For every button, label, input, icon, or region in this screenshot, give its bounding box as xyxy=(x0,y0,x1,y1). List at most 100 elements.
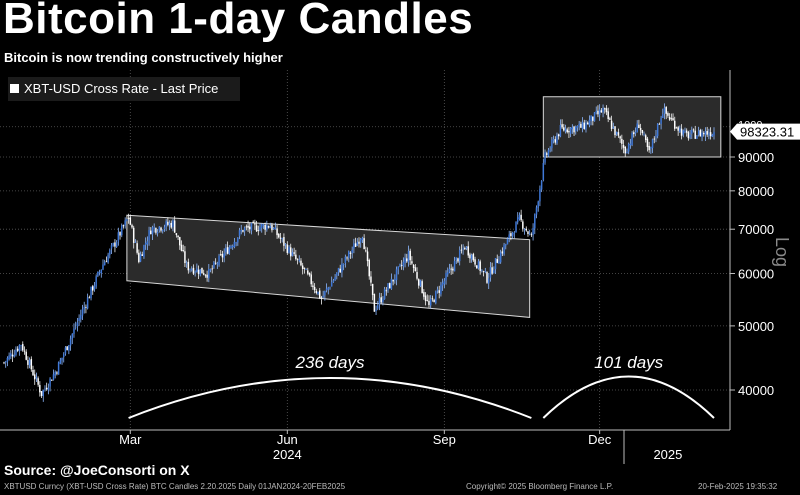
candle-body xyxy=(622,145,625,148)
candle-body xyxy=(655,135,657,138)
candle-body xyxy=(523,229,526,231)
candle-body xyxy=(318,290,321,299)
candle-body xyxy=(11,354,14,357)
candle-body xyxy=(64,347,67,354)
candle-body xyxy=(76,322,79,327)
candle-body xyxy=(150,230,152,235)
candle-body xyxy=(636,123,638,133)
candle-body xyxy=(462,248,464,250)
candle-body xyxy=(211,268,213,270)
candle-body xyxy=(704,131,707,136)
candle-body xyxy=(88,297,91,299)
candle-body xyxy=(225,248,227,253)
candle-body xyxy=(465,246,468,249)
candle-body xyxy=(501,251,504,254)
candle-body xyxy=(16,348,19,351)
candle-body xyxy=(595,110,597,113)
candle-body xyxy=(180,244,183,251)
candle-body xyxy=(443,280,446,284)
candle-body xyxy=(588,119,591,126)
candle-body xyxy=(691,130,693,134)
y-tick-label: 50000 xyxy=(738,319,774,334)
candle-body xyxy=(643,133,645,135)
candle-body xyxy=(371,283,374,295)
candle-body xyxy=(151,227,154,235)
candle-body xyxy=(612,127,615,129)
candle-body xyxy=(33,374,36,380)
candle-body xyxy=(658,123,661,125)
candle-body xyxy=(278,233,280,238)
candle-body xyxy=(209,269,212,271)
candle-body xyxy=(86,297,89,309)
candle-body xyxy=(115,241,118,248)
candle-body xyxy=(358,241,360,244)
candle-body xyxy=(563,127,565,131)
candle-body xyxy=(252,221,254,223)
candle-body xyxy=(709,132,712,137)
candle-body xyxy=(679,128,681,132)
candle-body xyxy=(614,126,616,136)
candle-body xyxy=(296,258,299,260)
candle-body xyxy=(673,120,676,129)
channel-boxes xyxy=(126,96,722,318)
candle-body xyxy=(156,231,159,234)
candle-body xyxy=(346,257,348,259)
candle-body xyxy=(279,237,282,239)
candle-body xyxy=(365,250,367,252)
legend: XBT-USD Cross Rate - Last Price xyxy=(8,77,240,101)
candle-body xyxy=(610,120,613,130)
candle-body xyxy=(54,371,56,376)
candle-body xyxy=(554,139,557,143)
footer-security-info: XBTUSD Curncy (XBT-USD Cross Rate) BTC C… xyxy=(4,482,346,491)
candle-body xyxy=(549,149,551,151)
candle-body xyxy=(201,267,203,274)
candle-body xyxy=(542,163,545,181)
candle-body xyxy=(366,251,369,262)
candle-body xyxy=(185,262,188,264)
candle-body xyxy=(435,291,437,304)
candle-body xyxy=(677,127,679,131)
candle-body xyxy=(170,222,173,228)
candle-body xyxy=(650,147,652,149)
candle-body xyxy=(269,226,271,229)
candle-body xyxy=(324,290,326,296)
candle-body xyxy=(607,111,609,120)
footer-timestamp: 20-Feb-2025 19:35:32 xyxy=(698,482,778,491)
candle-body xyxy=(510,233,512,237)
candle-body xyxy=(426,299,429,301)
candle-body xyxy=(35,376,38,379)
candle-body xyxy=(513,233,516,235)
x-tick-label: Jun xyxy=(277,432,298,447)
candle-body xyxy=(226,247,229,254)
candle-body xyxy=(385,290,388,292)
candle-body xyxy=(394,278,396,281)
candle-body xyxy=(249,226,251,230)
candle-body xyxy=(132,227,135,243)
candle-body xyxy=(341,263,343,273)
candle-body xyxy=(644,135,647,140)
candle-body xyxy=(472,253,475,261)
channel-box xyxy=(126,214,531,318)
candle-body xyxy=(561,124,563,128)
candle-body xyxy=(656,123,659,137)
candle-body xyxy=(436,289,439,291)
candle-body xyxy=(696,135,698,139)
candle-body xyxy=(499,252,502,263)
candle-body xyxy=(486,272,488,283)
legend-swatch xyxy=(10,84,19,93)
candle-body xyxy=(124,220,126,226)
candle-body xyxy=(353,243,355,249)
candle-body xyxy=(598,109,601,116)
candle-body xyxy=(214,262,217,264)
candle-body xyxy=(30,358,33,370)
legend-box xyxy=(8,77,240,101)
candle-body xyxy=(484,271,487,273)
candle-body xyxy=(399,264,401,266)
candle-body xyxy=(109,249,111,255)
candle-body xyxy=(609,118,611,120)
candle-body xyxy=(196,268,198,273)
candle-body xyxy=(23,350,26,352)
candle-body xyxy=(404,258,406,263)
x-tick-label: Sep xyxy=(433,432,456,447)
candle-body xyxy=(208,269,210,279)
